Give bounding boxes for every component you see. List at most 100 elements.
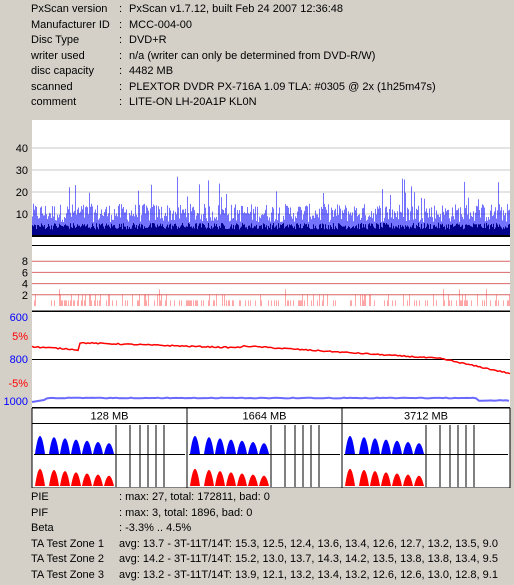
ta-peak-blue [345,436,355,454]
ta-peak-blue [370,438,380,454]
y-tick-label: -5% [8,378,28,390]
ta-peak-red [93,474,103,486]
pie-chart-svg: 10 20 30 40 [0,120,514,246]
info-value: PLEXTOR DVDR PX-716A 1.09 TLA: #0305 @ 2… [129,80,436,93]
y-tick-label: 800 [10,354,28,366]
ta-peak-blue [104,443,114,454]
y-tick-label: 600 [10,312,28,324]
ta-peak-blue [237,440,247,454]
y-tick-label: 8 [22,256,28,268]
disc-info-panel: PxScan version: PxScan v1.7.12, built Feb… [0,2,514,111]
y-tick-label: 5% [12,331,28,343]
info-value: LITE-ON LH-20A1P KL0N [129,96,257,108]
ta-peak-blue [259,443,269,454]
stat-row: TA Test Zone 3 avg: 13.2 - 3T-11T/14T: 13… [0,568,514,584]
info-value: DVD+R [129,34,167,46]
stat-value: : -3.3% .. 4.5% [119,522,192,534]
info-row: comment: LITE-ON LH-20A1P KL0N [0,95,514,111]
beta-series [31,341,511,375]
ta-peak-blue [60,438,70,454]
stat-key: PIF [31,506,49,519]
stat-row: TA Test Zone 2 avg: 14.2 - 3T-11T/14T: 15… [0,552,514,568]
ta-peak-blue [93,442,103,454]
ta-peak-red [359,470,369,486]
info-key: writer used [31,49,85,62]
info-key: Disc Type [31,34,80,46]
ta-zone-label: 3712 MB [404,411,448,423]
ta-zone-label: 1664 MB [242,411,286,423]
stat-key: PIE [31,491,49,503]
ta-peak-red [403,474,413,486]
stat-key: TA Test Zone 2 [31,553,104,565]
ta-zone-label: 128 MB [91,411,129,423]
ta-peak-red [237,473,247,486]
stat-value: avg: 13.7 - 3T-11T/14T: 15.3, 12.5, 12.4… [119,537,498,550]
ta-peak-red [215,471,225,486]
ta-peak-blue [71,439,81,454]
ta-peak-blue [49,437,59,454]
pie-chart: 10 20 30 40 [0,120,514,246]
ta-peak-red [204,470,214,486]
stat-value: avg: 13.2 - 3T-11T/14T: 13.9, 12.1, 13.2… [119,568,498,581]
y-tick-label: 2 [22,290,28,302]
info-row: scanned: PLEXTOR DVDR PX-716A 1.09 TLA: #… [0,80,514,96]
ta-peak-red [370,471,380,486]
ta-peak-blue [414,443,424,454]
ta-peak-red [71,472,81,486]
ta-peak-blue [403,442,413,454]
ta-peak-blue [226,439,236,454]
ta-peak-red [49,470,59,486]
y-tick-label: 4 [22,279,28,291]
info-value: n/a (writer can only be determined from … [129,49,376,62]
ta-peak-red [414,475,424,486]
stat-row: Beta: -3.3% .. 4.5% [0,521,514,537]
ta-peak-red [345,468,355,486]
stat-row: PIE : max: 27, total: 172811, bad: 0 [0,490,514,506]
stat-row: TA Test Zone 1 avg: 13.7 - 3T-11T/14T: 15… [0,537,514,553]
info-value: PxScan v1.7.12, built Feb 24 2007 12:36:… [129,3,344,15]
stat-row: PIF : max: 3, total: 1896, bad: 0 [0,506,514,522]
scan-stats-panel: PIE : max: 27, total: 172811, bad: 0 PIF:… [0,490,514,583]
ta-peak-blue [35,436,45,454]
stat-key: TA Test Zone 1 [31,537,104,550]
info-row: Disc Type: DVD+R [0,33,514,49]
pif-series [34,289,510,306]
pif-plot-area [32,246,510,312]
ta-peak-blue [381,439,391,454]
ta-peak-red [226,472,236,486]
ta-peak-blue [204,437,214,454]
stat-value: avg: 14.2 - 3T-11T/14T: 15.2, 13.0, 13.7… [119,553,498,565]
info-row: Manufacturer ID: MCC-004-00 [0,18,514,34]
stat-key: TA Test Zone 3 [31,568,104,581]
stat-value: : max: 3, total: 1896, bad: 0 [119,506,253,519]
beta-chart: 600 5% 800 -5% 1000 [0,312,514,408]
ta-peak-blue [215,438,225,454]
ta-peak-red [35,468,45,486]
y-tick-label: 1000 [4,396,28,408]
y-tick-label: 20 [16,187,28,199]
ta-peak-red [248,474,258,486]
ta-peak-blue [392,440,402,454]
info-value: 4482 MB [129,65,174,77]
ta-zones-chart: 128 MB 1664 MB 3712 MB [0,408,514,488]
ta-peak-blue [248,442,258,454]
info-key: comment [31,96,77,108]
info-row: writer used: n/a (writer can only be dete… [0,49,514,65]
y-tick-label: 6 [22,267,28,279]
ta-peak-red [82,473,92,486]
ta-peak-red [104,475,114,486]
ta-peak-red [392,473,402,486]
ta-peak-blue [82,440,92,454]
stat-value: : max: 27, total: 172811, bad: 0 [119,491,270,503]
ta-peak-red [190,468,200,486]
ta-peak-red [381,472,391,486]
y-tick-label: 40 [16,143,28,155]
ta-peak-blue [190,436,200,454]
y-tick-label: 10 [16,209,28,221]
ta-peak-red [259,475,269,486]
info-row: disc capacity:4482 MB [0,64,514,80]
info-key: Manufacturer ID [31,18,110,31]
y-tick-label: 30 [16,165,28,177]
